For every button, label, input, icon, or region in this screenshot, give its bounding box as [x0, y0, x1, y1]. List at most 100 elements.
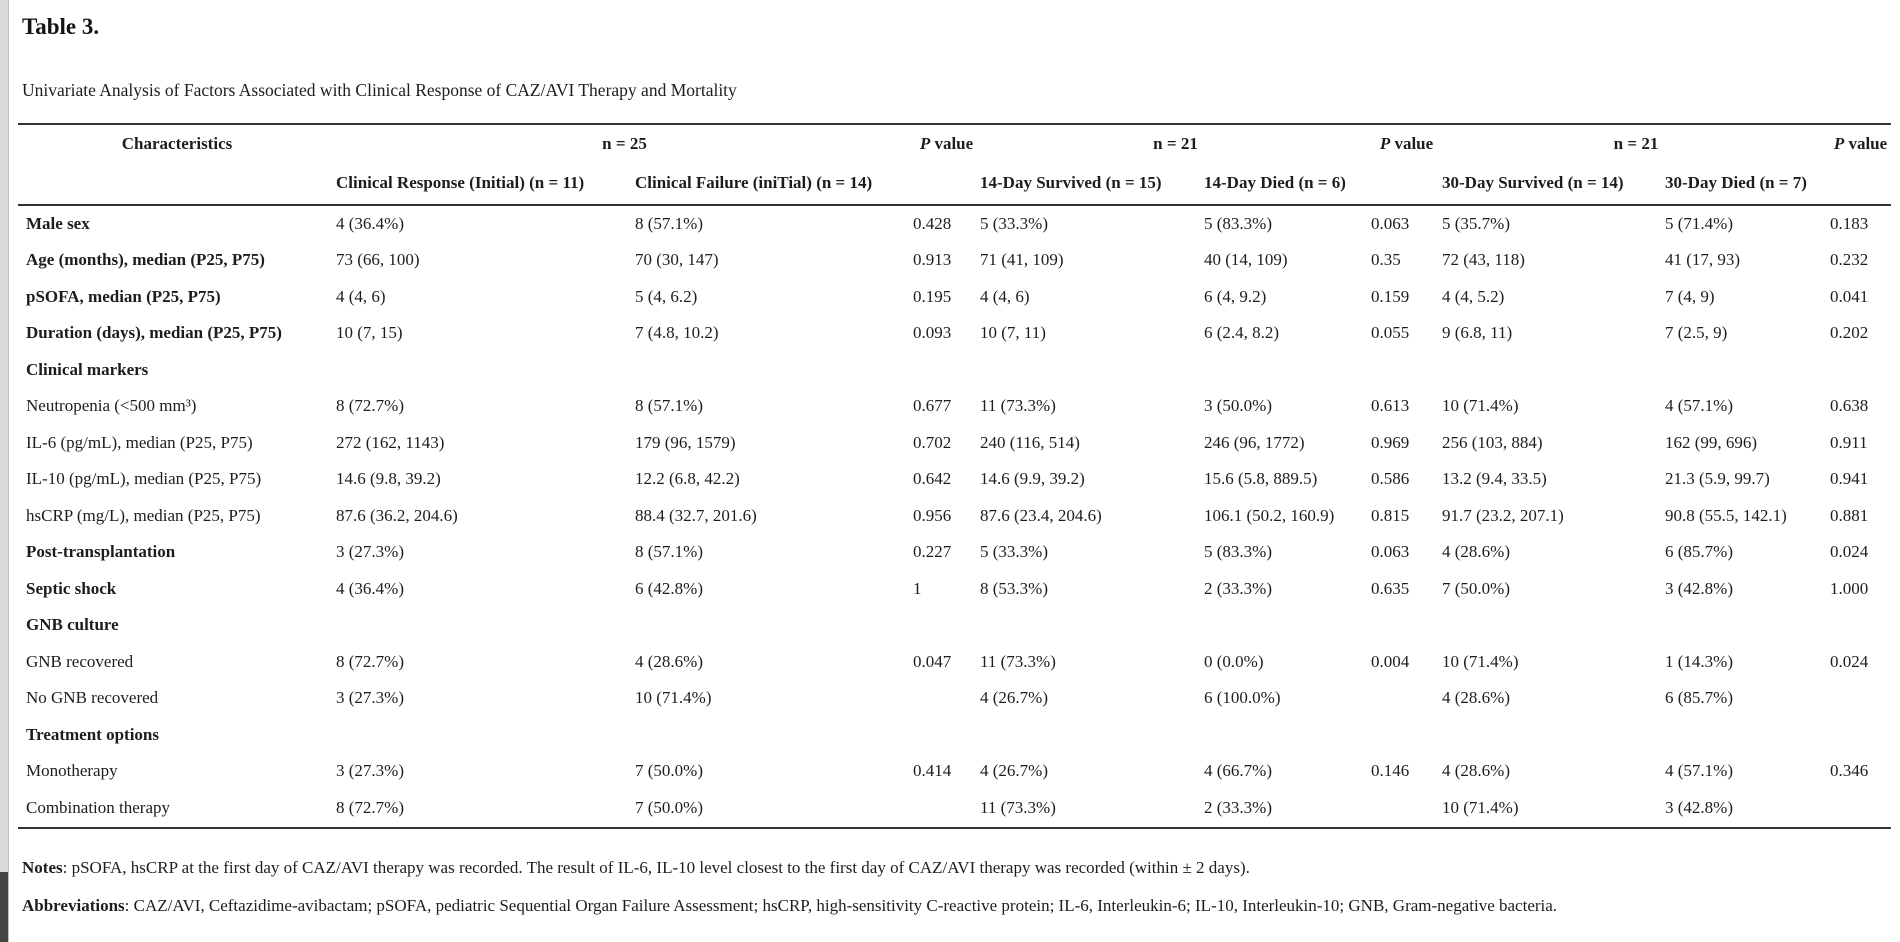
table-cell: 272 (162, 1143)	[336, 432, 445, 452]
table-cell: 8 (57.1%)	[635, 396, 703, 416]
table-cell: 10 (71.4%)	[1442, 396, 1519, 416]
table-cell: 0.183	[1830, 213, 1869, 233]
notes-line: Notes: pSOFA, hsCRP at the first day of …	[22, 855, 1892, 881]
table-cell: 7 (4, 9)	[1665, 286, 1715, 306]
table-cell: 12.2 (6.8, 42.2)	[635, 469, 740, 489]
table-cell: 10 (71.4%)	[635, 688, 712, 708]
table-cell: 0.911	[1830, 432, 1868, 452]
table-cell: 0.913	[913, 250, 952, 270]
table-cell: 5 (33.3%)	[980, 542, 1048, 562]
table-cell: 0.35	[1371, 250, 1401, 270]
row-label: IL-10 (pg/mL), median (P25, P75)	[26, 469, 262, 489]
table-cell: 88.4 (32.7, 201.6)	[635, 505, 757, 525]
table-cell: 1	[913, 578, 922, 598]
table-cell: 3 (42.8%)	[1665, 578, 1733, 598]
table-cell: 2 (33.3%)	[1204, 797, 1272, 817]
table-cell: 6 (85.7%)	[1665, 688, 1733, 708]
table-cell: 0.956	[913, 505, 952, 525]
subheader-clinical-failure: Clinical Failure (iniTial) (n = 14)	[635, 173, 873, 193]
table-cell: 7 (50.0%)	[635, 797, 703, 817]
table-cell: 4 (26.7%)	[980, 688, 1048, 708]
table-cell: 6 (42.8%)	[635, 578, 703, 598]
table-cell: 5 (83.3%)	[1204, 213, 1272, 233]
table-cell: 10 (71.4%)	[1442, 651, 1519, 671]
table-cell: 0.586	[1371, 469, 1410, 489]
table-cell: 7 (50.0%)	[1442, 578, 1510, 598]
subheader-30day-died: 30-Day Died (n = 7)	[1665, 173, 1807, 193]
subheader-14day-survived: 14-Day Survived (n = 15)	[980, 173, 1162, 193]
table-cell: 4 (66.7%)	[1204, 761, 1272, 781]
table-row: Monotherapy 3 (27.3%) 7 (50.0%) 0.414 4 (26.…	[18, 754, 1891, 791]
table-cell: 10 (71.4%)	[1442, 797, 1519, 817]
table-row: No GNB recovered 3 (27.3%) 10 (71.4%) 4 (26…	[18, 681, 1891, 718]
characteristics-header: Characteristics	[121, 133, 233, 153]
table-cell: 4 (26.7%)	[980, 761, 1048, 781]
table-cell: 8 (72.7%)	[336, 797, 404, 817]
group1-n-header: n = 25	[602, 133, 647, 153]
table-cell: 87.6 (36.2, 204.6)	[336, 505, 458, 525]
table-cell: 9 (6.8, 11)	[1442, 323, 1513, 343]
table-footnotes: Notes: pSOFA, hsCRP at the first day of …	[22, 855, 1892, 920]
row-label: No GNB recovered	[26, 688, 159, 708]
left-scrollbar-thumb[interactable]	[0, 872, 8, 942]
table-row: Age (months), median (P25, P75) 73 (66, 1…	[18, 243, 1891, 280]
table-cell: 0.195	[913, 286, 952, 306]
table-cell: 0.638	[1830, 396, 1869, 416]
table-header-row-2: Clinical Response (Initial) (n = 11) Cli…	[18, 163, 1891, 206]
row-label: Septic shock	[26, 578, 117, 598]
table-label: Table 3.	[22, 14, 100, 39]
table-cell: 6 (100.0%)	[1204, 688, 1281, 708]
table-cell: 6 (85.7%)	[1665, 542, 1733, 562]
table-header-row-1: Characteristics n = 25 P value n = 21 P …	[18, 125, 1891, 163]
group3-n-header: n = 21	[1613, 133, 1659, 153]
row-label: Combination therapy	[26, 797, 171, 817]
group1-pvalue-header: P value	[919, 133, 974, 153]
table-row: hsCRP (mg/L), median (P25, P75) 87.6 (36.…	[18, 498, 1891, 535]
table-caption: Univariate Analysis of Factors Associate…	[22, 80, 737, 100]
table-cell: 4 (28.6%)	[635, 651, 703, 671]
table-cell: 0.055	[1371, 323, 1410, 343]
table-cell: 4 (36.4%)	[336, 213, 404, 233]
group2-n-header: n = 21	[1153, 133, 1198, 153]
data-table: Characteristics n = 25 P value n = 21 P …	[18, 123, 1891, 829]
table-cell: 0.063	[1371, 213, 1410, 233]
table-row: pSOFA, median (P25, P75) 4 (4, 6) 5 (4, 6.…	[18, 279, 1891, 316]
row-label: Male sex	[26, 213, 90, 233]
table-cell: 4 (28.6%)	[1442, 688, 1510, 708]
table-cell: 21.3 (5.9, 99.7)	[1665, 469, 1770, 489]
group3-pvalue-header: P value	[1833, 133, 1888, 153]
row-label: Monotherapy	[26, 761, 118, 781]
table-cell: 8 (72.7%)	[336, 651, 404, 671]
table-cell: 13.2 (9.4, 33.5)	[1442, 469, 1547, 489]
table-cell: 0.881	[1830, 505, 1869, 525]
table-cell: 0.047	[913, 651, 952, 671]
table-cell: 0.635	[1371, 578, 1410, 598]
table-cell: 4 (57.1%)	[1665, 761, 1733, 781]
table-cell: 8 (72.7%)	[336, 396, 404, 416]
table-cell: 11 (73.3%)	[980, 797, 1056, 817]
table-cell: 70 (30, 147)	[635, 250, 719, 270]
table-row: IL-6 (pg/mL), median (P25, P75) 272 (162,…	[18, 425, 1891, 462]
notes-text: : pSOFA, hsCRP at the first day of CAZ/A…	[62, 857, 1250, 877]
row-label: GNB recovered	[26, 651, 134, 671]
table-cell: 179 (96, 1579)	[635, 432, 736, 452]
table-cell: 7 (4.8, 10.2)	[635, 323, 719, 343]
table-cell: 0.227	[913, 542, 952, 562]
row-label: hsCRP (mg/L), median (P25, P75)	[26, 505, 261, 525]
table-cell: 0.159	[1371, 286, 1410, 306]
table-cell: 4 (57.1%)	[1665, 396, 1733, 416]
table-cell: 7 (2.5, 9)	[1665, 323, 1728, 343]
table-cell: 256 (103, 884)	[1442, 432, 1543, 452]
table-cell: 0.202	[1830, 323, 1869, 343]
left-scrollbar-track[interactable]	[0, 0, 9, 942]
row-label: Clinical markers	[26, 359, 149, 379]
table-cell: 0.815	[1371, 505, 1410, 525]
table-cell: 15.6 (5.8, 889.5)	[1204, 469, 1318, 489]
table-cell: 3 (27.3%)	[336, 688, 404, 708]
table-cell: 0.346	[1830, 761, 1869, 781]
table-cell: 87.6 (23.4, 204.6)	[980, 505, 1102, 525]
group2-pvalue-header: P value	[1379, 133, 1434, 153]
table-row: Treatment options	[18, 717, 1891, 754]
table-cell: 91.7 (23.2, 207.1)	[1442, 505, 1564, 525]
table-cell: 162 (99, 696)	[1665, 432, 1758, 452]
